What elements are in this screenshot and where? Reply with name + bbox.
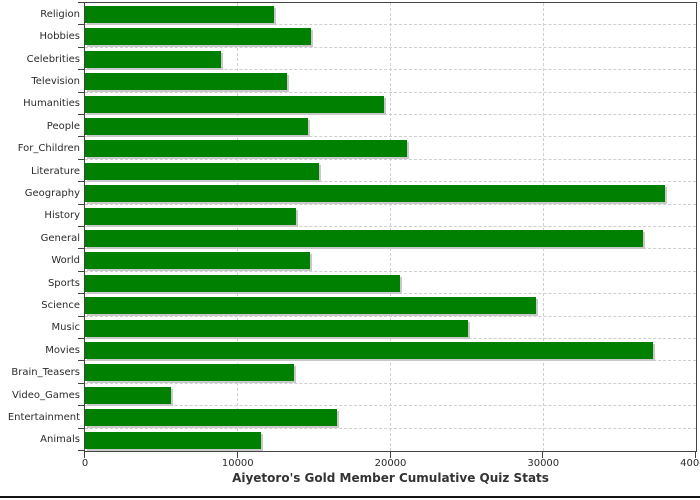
y-axis-tick	[78, 114, 84, 115]
plot-area	[84, 2, 697, 452]
bar-humanities	[85, 95, 385, 113]
x-axis-tick-label: 10000	[221, 458, 254, 469]
y-axis-tick	[78, 158, 84, 160]
category-row	[85, 93, 696, 115]
y-axis-tick	[78, 382, 84, 384]
y-axis-tick	[78, 360, 84, 362]
x-axis-tick	[389, 452, 391, 458]
bar-video_games	[85, 386, 171, 404]
category-row	[85, 406, 696, 429]
category-row	[85, 182, 696, 205]
category-label: Brain_Teasers	[11, 367, 80, 379]
bar-animals	[85, 431, 261, 449]
x-axis-tick	[236, 452, 238, 458]
y-axis-tick	[78, 46, 84, 48]
category-row	[85, 3, 696, 26]
category-label: Celebrities	[26, 53, 80, 65]
category-row	[85, 272, 696, 295]
bar-brain_teasers	[85, 364, 295, 382]
y-axis-tick	[78, 338, 84, 339]
y-axis-tick	[78, 136, 84, 138]
category-row	[85, 25, 696, 48]
bottom-border-strip	[0, 496, 700, 498]
category-row	[85, 137, 696, 160]
category-row	[85, 361, 696, 384]
y-axis-tick	[78, 293, 84, 295]
category-label: Video_Games	[12, 389, 80, 401]
category-row	[85, 249, 696, 272]
x-axis-tick-label: 0	[81, 458, 89, 469]
bar-television	[85, 73, 287, 91]
bar-celebrities	[85, 50, 221, 68]
y-axis-tick	[78, 24, 84, 26]
y-axis-tick	[78, 427, 84, 429]
vertical-gridline	[237, 3, 239, 451]
x-axis-tick-label: 20000	[374, 458, 407, 469]
category-label: Humanities	[23, 98, 80, 110]
bar-entertainment	[85, 409, 338, 427]
bar-geography	[85, 185, 666, 203]
y-axis-tick	[78, 226, 84, 227]
bar-movies	[85, 342, 654, 359]
category-label: General	[40, 232, 80, 244]
bar-religion	[85, 6, 275, 23]
category-row	[85, 70, 696, 93]
x-axis-tick	[542, 452, 544, 458]
category-row	[85, 160, 696, 183]
category-row	[85, 115, 696, 138]
x-axis-tick	[695, 452, 696, 458]
y-axis-tick	[78, 69, 84, 71]
category-label: Geography	[24, 187, 80, 199]
y-axis-tick	[78, 450, 84, 451]
chart-title: Aiyetoro's Gold Member Cumulative Quiz S…	[232, 471, 549, 485]
category-row	[85, 384, 696, 407]
y-axis-tick	[78, 270, 84, 272]
category-row	[85, 227, 696, 250]
category-row	[85, 48, 696, 71]
category-label: Sports	[47, 277, 80, 289]
category-label: Hobbies	[39, 31, 80, 43]
bar-general	[85, 230, 643, 247]
x-axis-tick-label: 40000	[680, 458, 700, 469]
category-row	[85, 317, 696, 339]
y-axis-tick	[78, 315, 84, 317]
bar-history	[85, 207, 296, 225]
category-label: Science	[41, 299, 80, 311]
category-label: Television	[31, 75, 80, 87]
category-row	[85, 429, 696, 451]
bar-literature	[85, 162, 319, 180]
category-row	[85, 294, 696, 317]
y-axis-tick	[78, 2, 84, 3]
category-row	[85, 339, 696, 362]
y-axis-tick	[78, 91, 84, 93]
y-axis-tick	[78, 181, 84, 183]
category-row	[85, 205, 696, 227]
y-axis-tick	[78, 203, 84, 205]
y-axis-tick	[78, 405, 84, 407]
bar-people	[85, 118, 308, 135]
x-axis-tick-label: 30000	[527, 458, 560, 469]
category-label: Music	[51, 322, 80, 334]
vertical-gridline	[542, 3, 544, 451]
category-label: Movies	[45, 344, 80, 356]
vertical-gridline	[390, 3, 391, 451]
bar-sports	[85, 274, 400, 292]
bar-music	[85, 319, 469, 337]
category-label: Animals	[40, 434, 80, 446]
y-axis-tick	[78, 248, 84, 250]
category-label: World	[51, 255, 80, 267]
bar-science	[85, 297, 536, 315]
bar-for_children	[85, 140, 408, 158]
category-label: Literature	[31, 165, 80, 177]
category-label: Entertainment	[7, 411, 80, 423]
category-label: History	[44, 210, 80, 222]
category-label: Religion	[40, 8, 80, 20]
bar-hobbies	[85, 28, 312, 46]
category-label: People	[46, 120, 80, 132]
x-axis-tick	[84, 452, 85, 458]
category-label: For_Children	[17, 143, 80, 155]
bar-world	[85, 252, 310, 270]
